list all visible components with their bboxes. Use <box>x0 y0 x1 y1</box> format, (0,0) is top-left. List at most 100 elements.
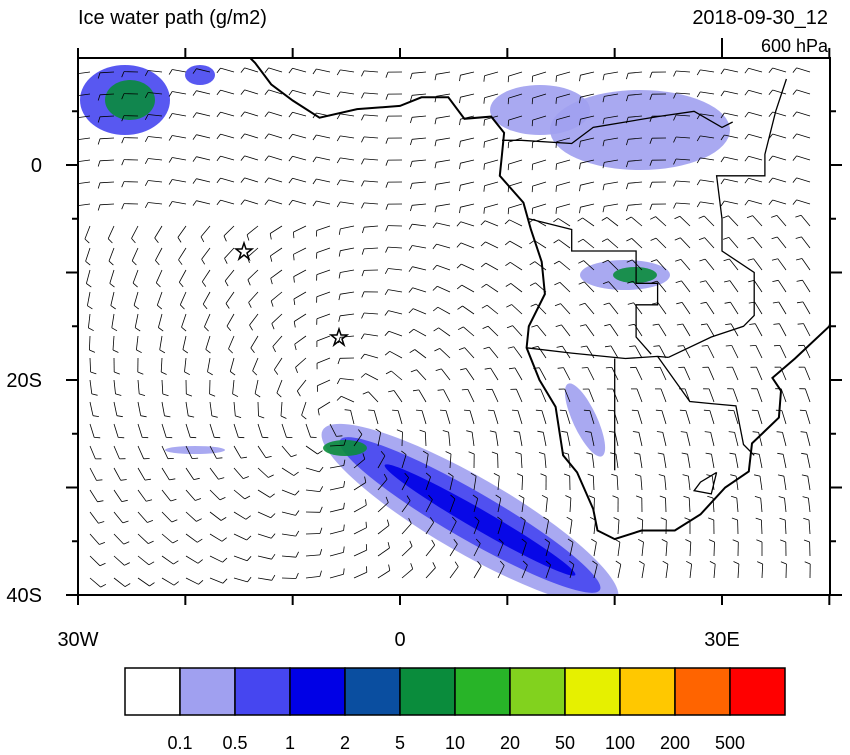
barb <box>543 432 546 446</box>
barb <box>749 200 763 204</box>
barb <box>803 302 810 314</box>
barb-flag <box>725 302 731 303</box>
barb-flag <box>277 393 281 397</box>
barb <box>402 569 413 578</box>
barb <box>138 446 144 459</box>
barb <box>533 160 546 164</box>
barb-flag <box>229 349 233 353</box>
barb <box>688 454 690 468</box>
barb <box>779 302 786 314</box>
barb-flag <box>731 496 737 498</box>
barb-flag <box>542 495 547 498</box>
barb-flag <box>313 69 316 74</box>
barb <box>533 72 546 76</box>
barb-flag <box>435 140 436 146</box>
barb-flag <box>171 499 177 501</box>
barb <box>639 432 642 446</box>
barb <box>533 182 546 186</box>
barb-flag <box>484 142 485 148</box>
barb-flag <box>705 432 711 433</box>
barb-flag <box>634 453 640 454</box>
barb <box>682 281 691 292</box>
barb-flag <box>484 347 490 349</box>
barb <box>583 218 594 226</box>
barb-flag <box>245 496 250 499</box>
barb-flag <box>386 116 388 122</box>
barb-flag <box>554 261 559 264</box>
barb-flag <box>169 479 175 480</box>
colorbar-label: 10 <box>445 733 465 750</box>
barb <box>196 113 210 116</box>
barb <box>753 237 762 248</box>
barb-flag <box>748 280 754 281</box>
barb-flag <box>795 215 801 217</box>
barb <box>364 203 378 204</box>
barb-flag <box>769 68 773 73</box>
barb <box>706 302 714 314</box>
colorbar-label: 2 <box>340 733 350 750</box>
barb-flag <box>223 558 227 562</box>
colorbar-box <box>235 668 290 715</box>
barb <box>186 556 198 563</box>
barb-flag <box>108 239 112 243</box>
barb <box>422 411 426 424</box>
barb-flag <box>385 311 389 316</box>
barb-flag <box>629 324 635 325</box>
barb <box>491 368 498 380</box>
barb <box>258 402 259 416</box>
barb-flag <box>745 178 749 183</box>
barb-flag <box>193 135 196 140</box>
barb-flag <box>253 371 257 375</box>
barb-flag <box>268 475 273 478</box>
barb <box>293 156 307 160</box>
barb-flag <box>674 203 677 208</box>
barb-flag <box>797 280 803 281</box>
barb <box>90 358 91 372</box>
barb <box>340 202 354 204</box>
barb-flag <box>556 98 557 104</box>
barb-flag <box>410 161 412 167</box>
barb <box>294 248 307 254</box>
barb <box>618 520 619 534</box>
barb-flag <box>580 75 581 81</box>
barb <box>258 512 271 518</box>
barb <box>632 238 642 248</box>
barb <box>518 411 522 424</box>
barb-flag <box>337 396 341 400</box>
barb-flag <box>339 294 340 300</box>
barb-flag <box>89 350 95 352</box>
barb-flag <box>220 497 226 500</box>
barb <box>570 520 572 534</box>
barb-flag <box>225 281 228 286</box>
barb <box>436 223 450 226</box>
barb-flag <box>122 160 124 166</box>
barb <box>686 411 690 424</box>
barb <box>114 446 120 459</box>
barb-flag <box>320 486 323 491</box>
barb-flag <box>591 539 596 542</box>
barb <box>628 204 642 205</box>
barb-flag <box>134 305 139 309</box>
barb-flag <box>505 220 509 224</box>
barb-flag <box>440 410 446 411</box>
barb <box>749 90 763 94</box>
barb <box>436 160 450 162</box>
barb <box>202 248 210 259</box>
barb <box>437 286 450 292</box>
barb-flag <box>801 432 807 433</box>
barb <box>203 292 210 304</box>
barb-flag <box>272 575 275 580</box>
barb-flag <box>709 540 715 542</box>
barb-flag <box>747 237 753 239</box>
barb <box>535 262 546 270</box>
barb-flag <box>337 114 340 119</box>
barb-flag <box>362 249 364 255</box>
barb-flag <box>435 74 436 80</box>
barb <box>413 309 426 314</box>
barb-flag <box>505 262 510 265</box>
barb <box>162 402 165 416</box>
barb <box>316 179 330 182</box>
barb-flag <box>558 368 564 369</box>
barb-flag <box>388 391 394 392</box>
barb <box>426 545 435 556</box>
